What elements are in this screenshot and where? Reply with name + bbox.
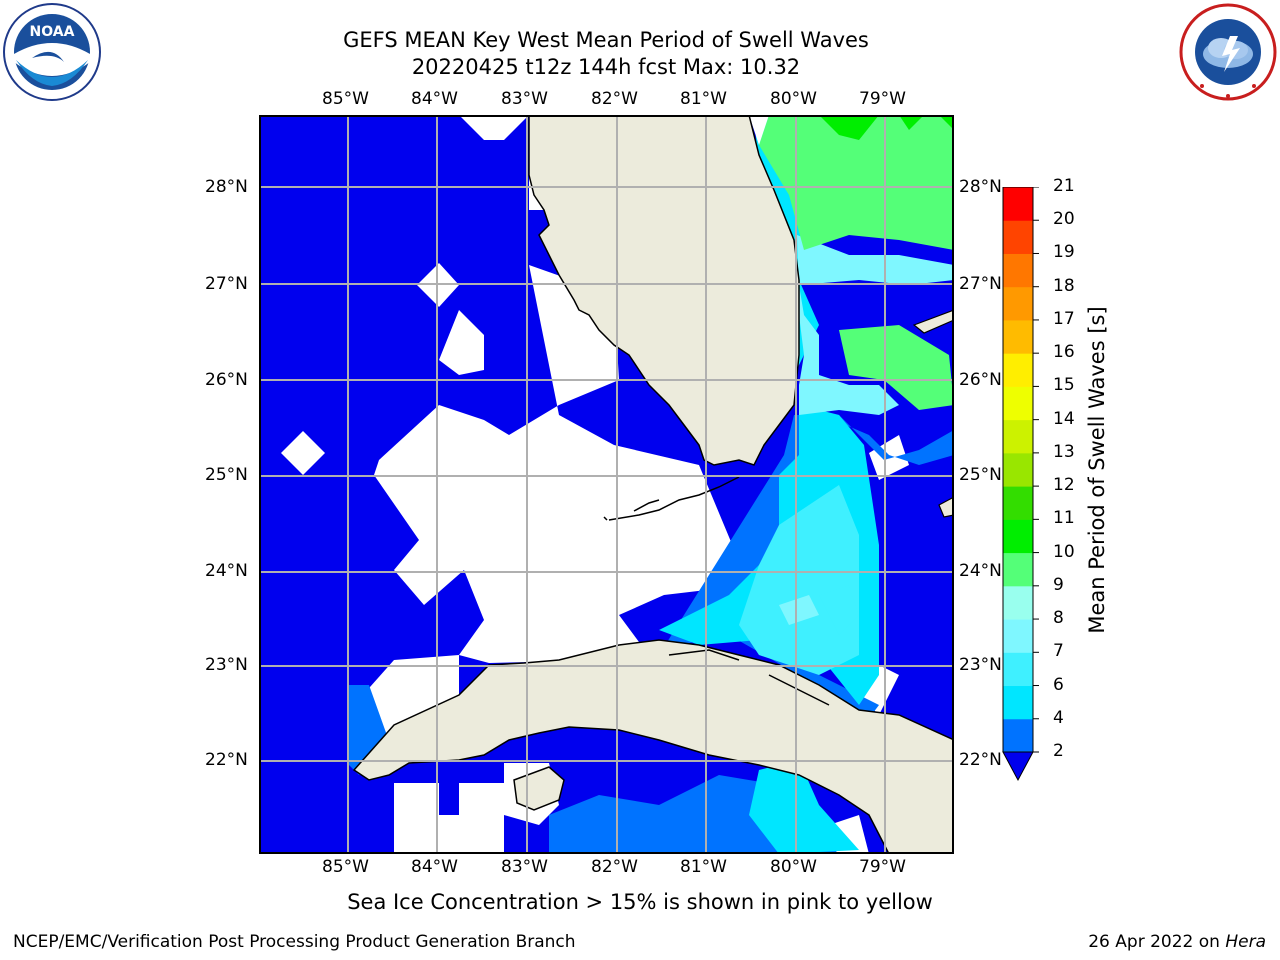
colorbar-tick-label: 20	[1053, 209, 1075, 230]
colorbar-tick-label: 13	[1053, 441, 1075, 462]
chart-title: GEFS MEAN Key West Mean Period of Swell …	[343, 28, 869, 52]
swell-10-11-region	[819, 115, 954, 140]
lon-label-bottom: 80°W	[770, 857, 817, 877]
colorbar-bin	[1003, 452, 1033, 487]
map-frame	[259, 115, 954, 854]
colorbar-tick-label: 9	[1053, 574, 1064, 595]
swell-9-10-region	[759, 115, 954, 410]
lon-label-bottom: 83°W	[501, 857, 548, 877]
chart-subtitle: 20220425 t12z 144h fcst Max: 10.32	[411, 55, 801, 79]
colorbar-bin	[1003, 419, 1033, 454]
lon-label-bottom: 79°W	[859, 857, 906, 877]
lon-label-bottom: 82°W	[591, 857, 638, 877]
colorbar-bin	[1003, 552, 1033, 587]
colorbar-frame	[1002, 186, 1034, 753]
swell-6-7-region	[739, 485, 859, 675]
florida-land	[528, 114, 800, 466]
colorbar-tick-label: 11	[1053, 508, 1075, 529]
colorbar-tick-label: 4	[1053, 707, 1064, 728]
lon-label-top: 80°W	[770, 89, 817, 109]
colorbar-bin	[1003, 253, 1033, 288]
colorbar-tick-label: 10	[1053, 541, 1075, 562]
colorbar-bin	[1003, 585, 1033, 620]
map-panel	[259, 114, 955, 858]
lon-label-top: 79°W	[859, 89, 906, 109]
lat-label-left: 25°N	[205, 465, 248, 485]
sea-ice-note: Sea Ice Concentration > 15% is shown in …	[347, 890, 933, 914]
lat-label-left: 27°N	[205, 274, 248, 294]
lon-label-bottom: 81°W	[680, 857, 727, 877]
colorbar-bin	[1003, 220, 1033, 254]
lon-label-top: 81°W	[680, 89, 727, 109]
lon-label-top: 84°W	[411, 89, 458, 109]
colorbar-bin	[1003, 718, 1033, 753]
colorbar-tick-label: 14	[1053, 408, 1075, 429]
lat-label-left: 23°N	[205, 655, 248, 675]
footer-date: 26 Apr 2022 on Hera	[1088, 932, 1266, 952]
colorbar-tick-label: 2	[1053, 741, 1064, 761]
colorbar-tick-label: 15	[1053, 375, 1075, 396]
lat-label-left: 26°N	[205, 370, 248, 390]
colorbar-label: Mean Period of Swell Waves [s]	[1085, 306, 1109, 634]
lat-label-right: 22°N	[959, 750, 1002, 770]
lat-label-right: 26°N	[959, 370, 1002, 390]
colorbar-bin	[1003, 319, 1033, 354]
nws-logo	[1178, 2, 1278, 106]
colorbar-bin	[1003, 685, 1033, 720]
noaa-logo: NOAA	[2, 2, 102, 106]
colorbar-tick-label: 12	[1053, 475, 1075, 496]
colorbar-bin	[1003, 286, 1033, 321]
colorbar-tick-label: 17	[1053, 308, 1075, 329]
calm-strip	[749, 115, 769, 145]
colorbar-under-extension	[1002, 751, 1034, 782]
lat-label-right: 25°N	[959, 465, 1002, 485]
lat-label-right: 23°N	[959, 655, 1002, 675]
lat-label-left: 24°N	[205, 561, 248, 581]
lon-label-bottom: 84°W	[411, 857, 458, 877]
colorbar-tick-label: 19	[1053, 242, 1075, 263]
colorbar-tick-label: 18	[1053, 275, 1075, 296]
svg-text:NOAA: NOAA	[30, 24, 75, 40]
florida-keys	[608, 476, 740, 521]
colorbar	[1000, 186, 1050, 791]
lon-label-top: 82°W	[591, 89, 638, 109]
colorbar-bin	[1003, 353, 1033, 387]
lat-label-right: 24°N	[959, 561, 1002, 581]
colorbar-tick-label: 16	[1053, 342, 1075, 363]
colorbar-bin	[1003, 486, 1033, 520]
lat-label-left: 28°N	[205, 177, 248, 197]
colorbar-tick-label: 21	[1053, 176, 1075, 196]
footer-credit: NCEP/EMC/Verification Post Processing Pr…	[13, 932, 576, 952]
lon-label-bottom: 85°W	[322, 857, 369, 877]
colorbar-bin	[1003, 619, 1033, 653]
colorbar-bin	[1003, 187, 1033, 221]
swell-7-8-region	[779, 235, 954, 625]
footer-date-text: 26 Apr 2022 on	[1088, 932, 1226, 952]
lon-label-top: 83°W	[501, 89, 548, 109]
footer-machine: Hera	[1225, 932, 1266, 952]
colorbar-bin	[1003, 519, 1033, 554]
lat-label-left: 22°N	[205, 750, 248, 770]
colorbar-tick-label: 7	[1053, 641, 1064, 662]
colorbar-tick-label: 6	[1053, 674, 1064, 695]
lon-label-top: 85°W	[322, 89, 369, 109]
colorbar-tick-label: 8	[1053, 608, 1064, 629]
colorbar-bin	[1003, 386, 1033, 421]
graticule	[259, 115, 954, 854]
colorbar-bin	[1003, 652, 1033, 687]
lat-label-right: 28°N	[959, 177, 1002, 197]
lat-label-right: 27°N	[959, 274, 1002, 294]
